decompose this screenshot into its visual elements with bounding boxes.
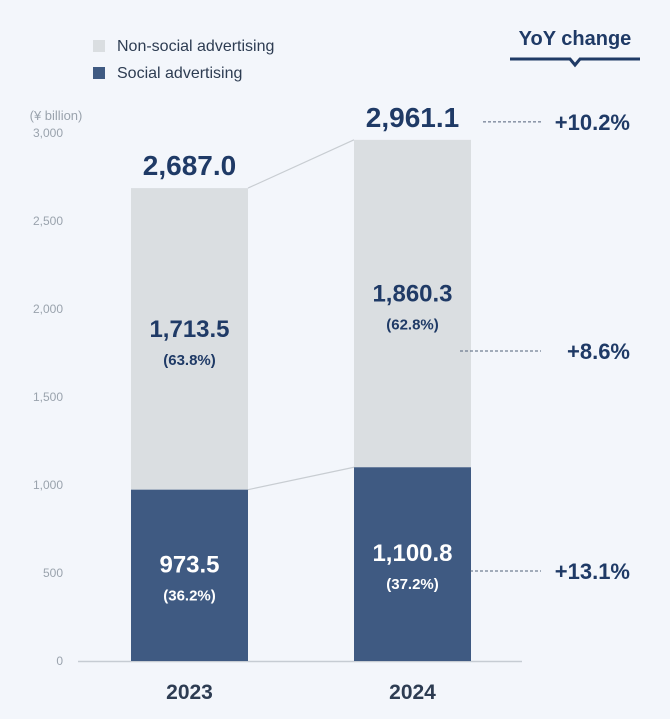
- data-label-social-share: (36.2%): [163, 587, 216, 604]
- bar-non-social-2024: [354, 139, 471, 468]
- x-tick-label: 2023: [166, 681, 213, 704]
- x-tick-label: 2024: [389, 681, 436, 704]
- yoy-title-underline: [510, 57, 640, 68]
- y-tick-label: 1,500: [33, 390, 63, 404]
- yoy-social-label: +13.1%: [555, 559, 630, 584]
- yoy-non-social-label: +8.6%: [567, 339, 630, 364]
- data-label-non-social-value: 1,860.3: [372, 281, 452, 308]
- social-connector-line: [247, 466, 355, 491]
- data-label-social-value: 973.5: [159, 551, 219, 578]
- y-tick-label: 3,000: [33, 126, 63, 140]
- y-tick-label: 500: [43, 566, 63, 580]
- y-tick-label: 1,000: [33, 478, 63, 492]
- data-label-non-social-value: 1,713.5: [149, 316, 229, 343]
- data-label-non-social-share: (63.8%): [163, 352, 216, 369]
- data-label-total: 2,687.0: [143, 150, 236, 181]
- yoy-title: YoY change: [519, 28, 632, 50]
- y-tick-label: 2,000: [33, 302, 63, 316]
- data-label-social-value: 1,100.8: [372, 540, 452, 567]
- bar-social-2024: [354, 467, 471, 661]
- bar-non-social-2023: [131, 188, 248, 490]
- bar-social-2023: [131, 489, 248, 661]
- total-connector-line: [247, 139, 355, 189]
- data-label-social-share: (37.2%): [386, 576, 439, 593]
- y-axis-unit-label: (¥ billion): [30, 108, 83, 123]
- y-tick-label: 2,500: [33, 214, 63, 228]
- data-label-non-social-share: (62.8%): [386, 317, 439, 334]
- legend-label-social: Social advertising: [117, 65, 242, 82]
- legend-swatch-social: [93, 67, 105, 79]
- data-label-total: 2,961.1: [366, 102, 459, 133]
- legend-swatch-non-social: [93, 40, 105, 52]
- yoy-total-label: +10.2%: [555, 110, 630, 135]
- y-tick-label: 0: [56, 654, 63, 668]
- legend-label-non-social: Non-social advertising: [117, 38, 274, 55]
